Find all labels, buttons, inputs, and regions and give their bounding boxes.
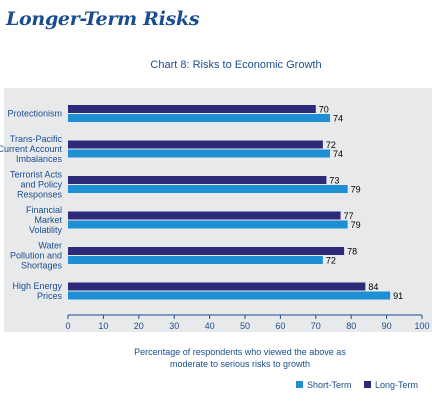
category-label-line: Shortages	[21, 261, 63, 271]
x-axis-label-line-1: Percentage of respondents who viewed the…	[134, 347, 346, 357]
x-tick-label: 50	[240, 321, 250, 331]
data-label-long-term: 73	[329, 176, 339, 186]
data-label-short-term: 79	[351, 220, 361, 230]
legend-item-long-term: Long-Term	[364, 380, 418, 390]
bar-short-term	[68, 149, 330, 158]
category-label-line: Current Account	[0, 144, 62, 154]
x-axis-label-line-2: moderate to serious risks to growth	[169, 359, 311, 369]
category-label-line: Pollution and	[10, 251, 62, 261]
x-tick-label: 70	[311, 321, 321, 331]
category-label-line: Trans-Pacific	[10, 134, 63, 144]
data-label-long-term: 77	[344, 211, 354, 221]
category-labels: Protectionism Trans-Pacific Current Accoun…	[0, 109, 62, 302]
x-axis-label: Percentage of respondents who viewed the…	[120, 346, 360, 370]
bar-short-term	[68, 114, 330, 122]
category-label-line: Financial	[26, 205, 62, 215]
x-tick-label: 60	[275, 321, 285, 331]
legend-label-long-term: Long-Term	[375, 380, 419, 390]
data-label-long-term: 72	[326, 140, 336, 150]
legend-swatch-short-term	[296, 381, 303, 389]
category-label-line: Volatility	[29, 225, 63, 235]
category-label: Water Pollution and Shortages	[10, 241, 63, 271]
bar-short-term	[68, 291, 391, 300]
category-label-line: Prices	[37, 291, 63, 301]
legend-label-short-term: Short-Term	[307, 380, 352, 390]
x-tick-label: 20	[134, 321, 144, 331]
bar-long-term	[68, 140, 323, 149]
legend-item-short-term: Short-Term	[296, 380, 352, 390]
bar-short-term	[68, 220, 348, 229]
category-label-line: Imbalances	[16, 154, 63, 164]
x-tick-label: 100	[414, 321, 429, 331]
x-tick-label: 40	[205, 321, 215, 331]
bar-long-term	[68, 247, 345, 255]
category-label-line: Market	[34, 215, 62, 225]
x-tick-label: 10	[98, 321, 108, 331]
category-label: Terrorist Acts and Policy Responses	[10, 170, 63, 200]
category-label: Trans-Pacific Current Account Imbalances	[0, 134, 62, 164]
x-tick-label: 30	[169, 321, 179, 331]
x-axis: 0 10 20 30 40 50 60 70 80 90 100	[65, 314, 430, 331]
data-label-short-term: 74	[333, 149, 343, 159]
x-tick-label: 90	[382, 321, 392, 331]
data-label-long-term: 84	[368, 282, 378, 292]
section-title: Longer-Term Risks	[6, 8, 200, 30]
x-tick-label: 80	[346, 321, 356, 331]
category-label-line: Terrorist Acts	[10, 170, 63, 180]
data-label-short-term: 72	[326, 256, 336, 266]
chart-title: Chart 8: Risks to Economic Growth	[150, 59, 322, 71]
category-label-line: Protectionism	[7, 109, 62, 119]
bar-long-term	[68, 105, 316, 113]
data-label-short-term: 79	[351, 185, 361, 195]
bar-long-term	[68, 211, 341, 220]
x-tick-label: 0	[65, 321, 70, 331]
data-label-short-term: 91	[393, 291, 403, 301]
category-label-line: Water	[38, 241, 62, 251]
category-label: Financial Market Volatility	[26, 205, 63, 235]
bar-long-term	[68, 282, 366, 291]
category-label-line: and Policy	[20, 180, 62, 190]
data-label-short-term: 74	[333, 114, 343, 124]
category-label-line: Responses	[17, 190, 63, 200]
bar-long-term	[68, 176, 327, 184]
chart-panel	[4, 88, 432, 332]
bar-short-term	[68, 256, 323, 264]
data-label-long-term: 70	[319, 105, 329, 115]
category-label: High Energy Prices	[12, 281, 62, 301]
category-label-line: High Energy	[12, 281, 62, 291]
category-label: Protectionism	[7, 109, 62, 119]
legend-swatch-long-term	[364, 381, 371, 389]
bar-short-term	[68, 185, 348, 193]
data-label-long-term: 78	[347, 247, 357, 257]
